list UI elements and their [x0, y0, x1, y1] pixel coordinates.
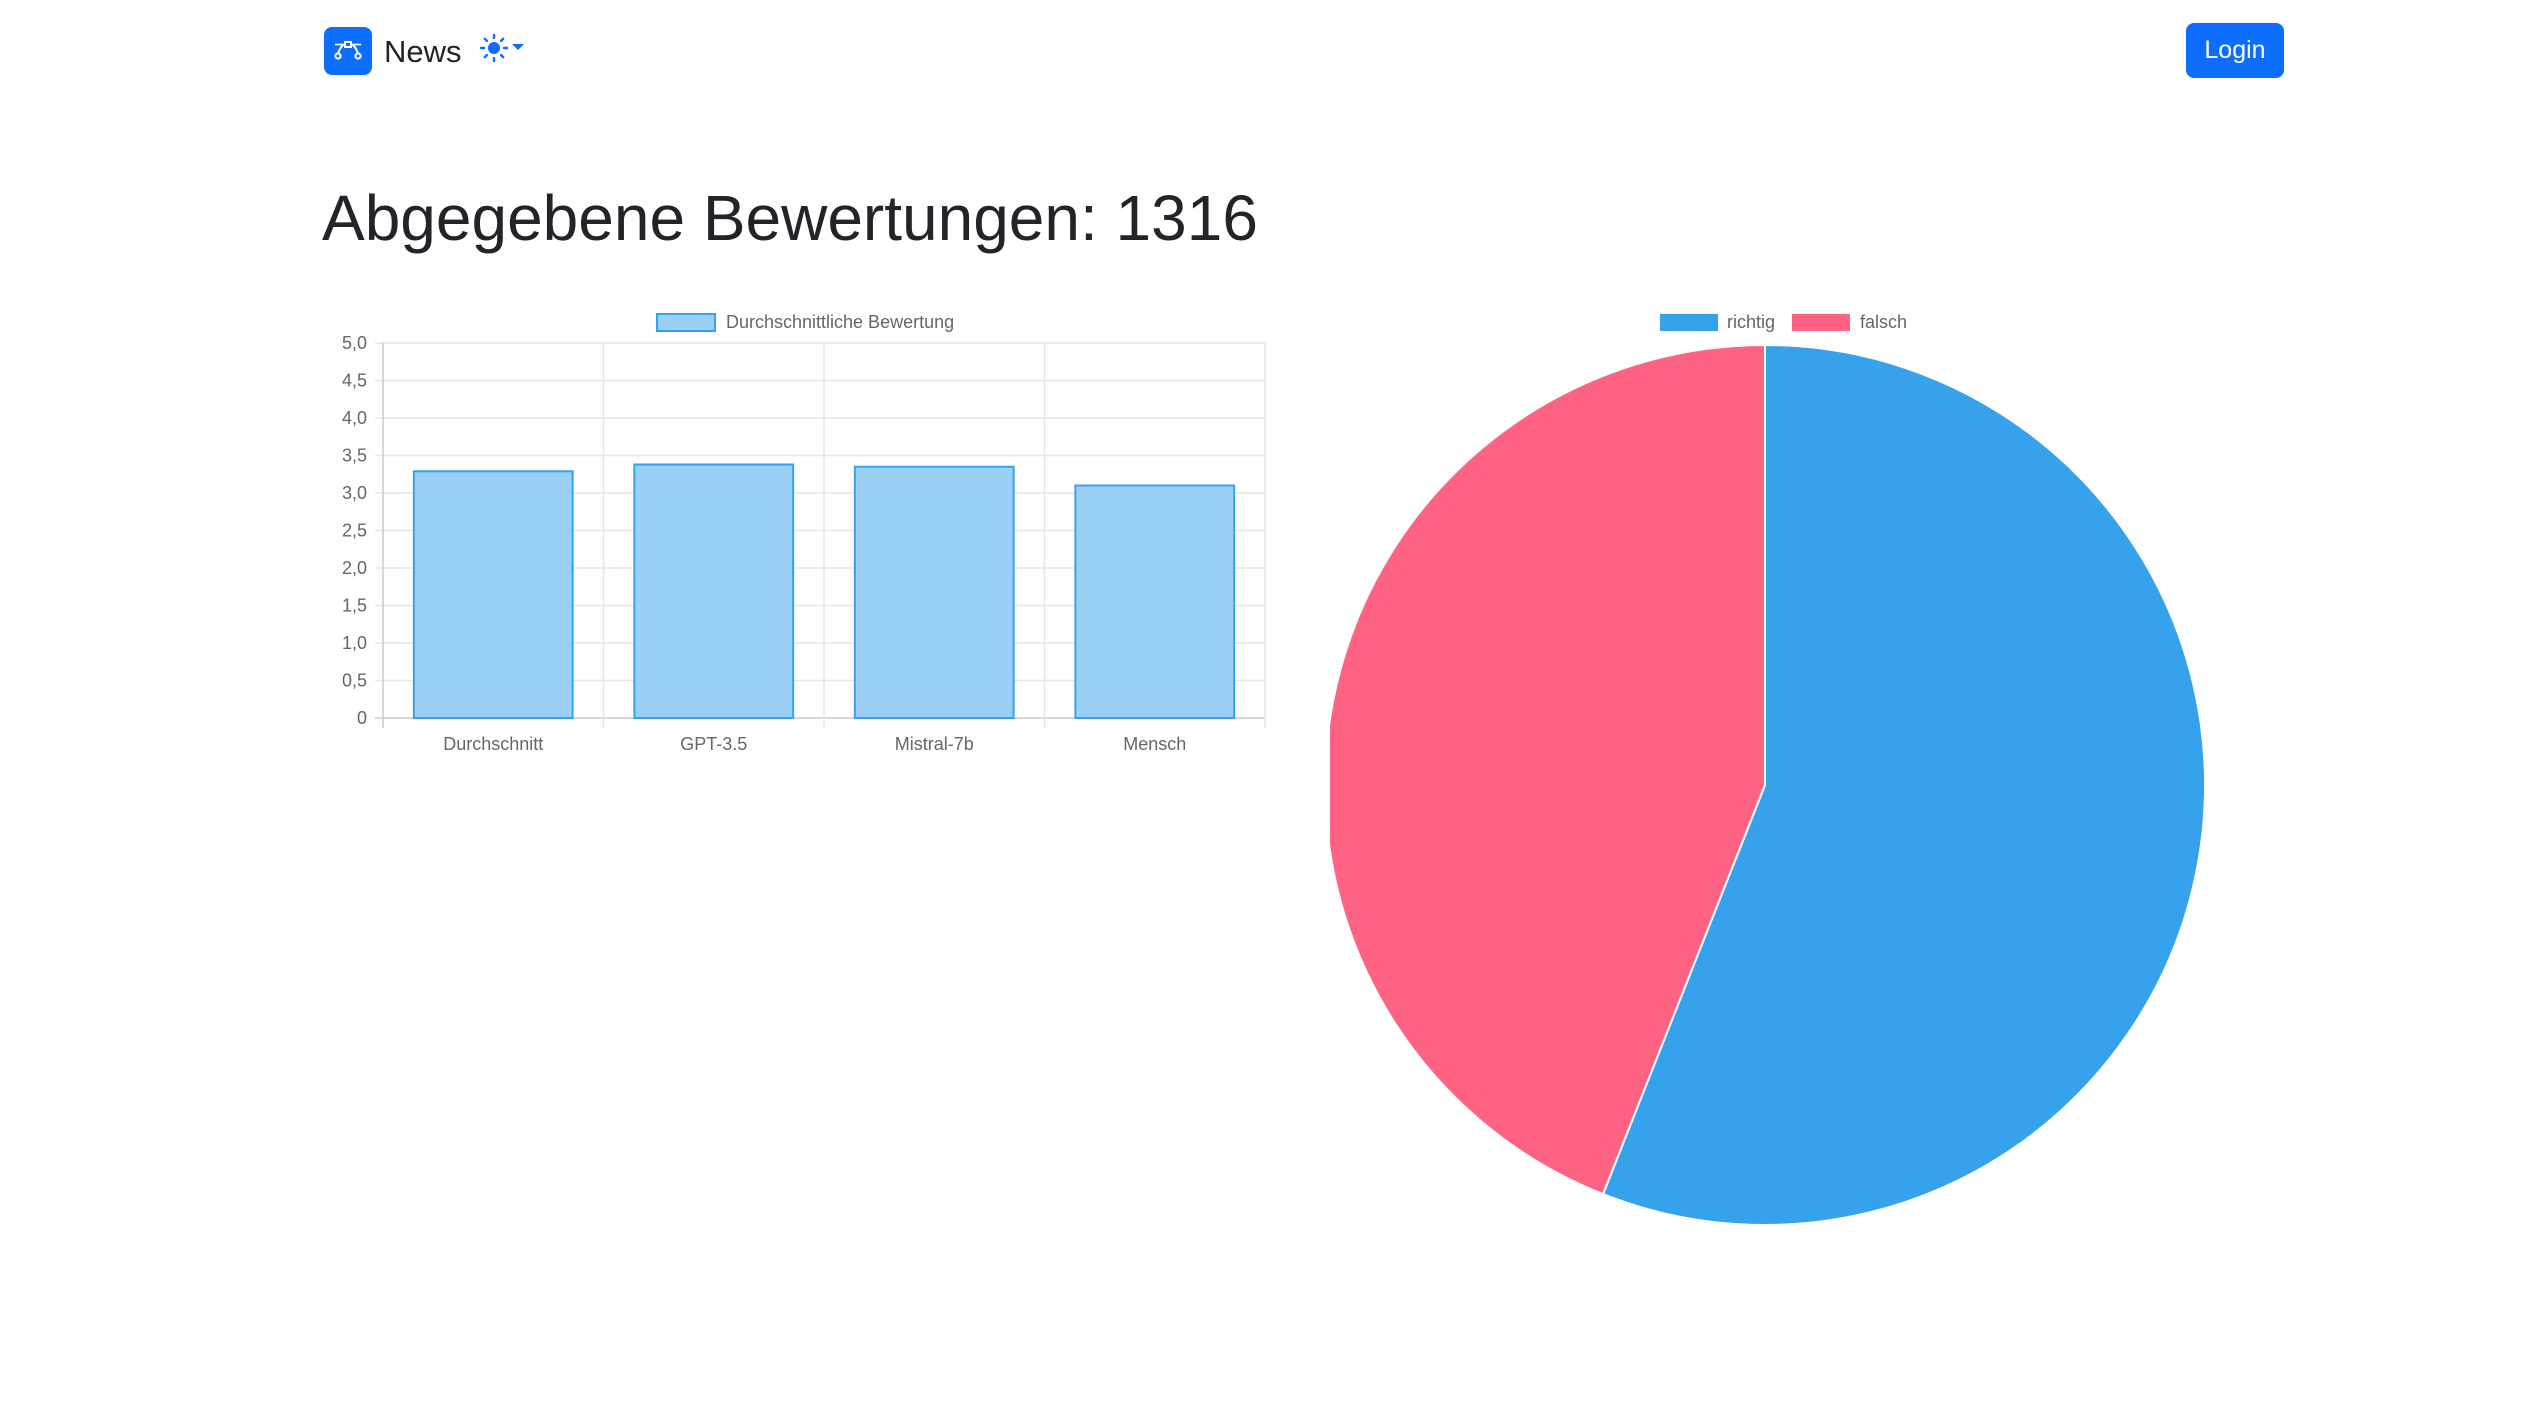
x-tick-label: Mensch — [1123, 734, 1186, 754]
y-tick-label: 1,0 — [342, 633, 367, 653]
pie-chart-slices — [1330, 343, 2206, 1226]
bezier-curve-icon[interactable] — [324, 27, 372, 75]
sun-icon — [479, 33, 509, 63]
page-title: Abgegebene Bewertungen: 1316 — [322, 182, 1258, 254]
theme-toggle[interactable] — [478, 32, 538, 68]
legend-label-richtig: richtig — [1727, 312, 1775, 332]
brand-name[interactable]: News — [384, 34, 462, 69]
bar-chart-y-axis: 0 0,5 1,0 1,5 2,0 2,5 3,0 3,5 4,0 4,5 5,0 — [342, 333, 367, 728]
bar-chart-legend[interactable]: Durchschnittliche Bewertung — [656, 312, 954, 332]
legend-swatch-durchschnittliche-bewertung — [656, 313, 716, 332]
legend-swatch-richtig — [1660, 314, 1718, 331]
bar[interactable] — [1074, 484, 1236, 719]
navbar: News Login — [0, 0, 2528, 100]
y-tick-label: 4,5 — [342, 371, 367, 391]
legend-label-durchschnittliche-bewertung: Durchschnittliche Bewertung — [726, 312, 954, 332]
caret-down-icon — [512, 44, 524, 50]
legend-label-falsch: falsch — [1860, 312, 1907, 332]
pie-slice-richtig[interactable] — [1601, 343, 2206, 1226]
bar-chart: Durchschnittliche Bewertung 0 0,5 1,0 1,5 2,… — [342, 312, 1266, 754]
x-tick-label: Durchschnitt — [443, 734, 543, 754]
bar-chart-x-axis: Durchschnitt GPT-3.5 Mistral-7b Mensch — [443, 734, 1186, 754]
pie-chart: richtig falsch — [1330, 312, 2206, 1226]
y-tick-label: 3,0 — [342, 483, 367, 503]
y-tick-label: 3,5 — [342, 446, 367, 466]
login-button[interactable]: Login — [2186, 23, 2284, 78]
y-tick-label: 5,0 — [342, 333, 367, 353]
y-tick-label: 2,5 — [342, 521, 367, 541]
bar-chart-bars — [412, 463, 1236, 719]
x-tick-label: GPT-3.5 — [680, 734, 747, 754]
y-tick-label: 1,5 — [342, 596, 367, 616]
pie-slice-falsch[interactable] — [1330, 343, 1766, 1196]
legend-swatch-falsch — [1792, 314, 1850, 331]
bar[interactable] — [853, 465, 1015, 719]
bar[interactable] — [412, 470, 574, 719]
y-tick-label: 4,0 — [342, 408, 367, 428]
bar[interactable] — [633, 463, 795, 719]
x-tick-label: Mistral-7b — [895, 734, 974, 754]
pie-chart-legend[interactable]: richtig falsch — [1660, 312, 1907, 332]
y-tick-label: 0 — [357, 708, 367, 728]
y-tick-label: 2,0 — [342, 558, 367, 578]
y-tick-label: 0,5 — [342, 671, 367, 691]
